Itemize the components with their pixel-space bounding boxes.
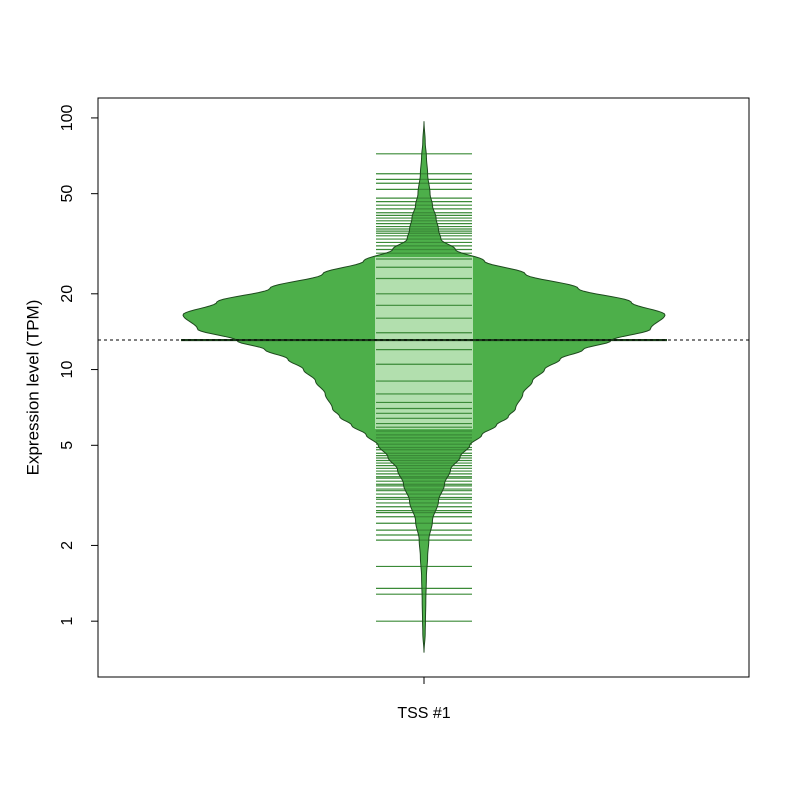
x-category-label: TSS #1	[397, 705, 450, 722]
y-tick-label: 5	[59, 441, 76, 450]
y-tick-label: 10	[59, 361, 76, 379]
y-tick-label: 2	[59, 541, 76, 550]
y-tick-label: 1	[59, 617, 76, 626]
y-axis-label: Expression level (TPM)	[23, 300, 42, 476]
y-tick-label: 50	[59, 185, 76, 203]
iqr-box-group	[375, 257, 473, 430]
axes-layer: 1 2 5 10 20 50 100 Expression level (TPM) TSS #1	[23, 97, 750, 722]
y-tick-label: 100	[59, 104, 76, 131]
iqr-box	[375, 257, 473, 430]
bean-outline	[182, 121, 666, 653]
bean-layer	[181, 121, 667, 653]
y-tick-label: 20	[59, 285, 76, 303]
